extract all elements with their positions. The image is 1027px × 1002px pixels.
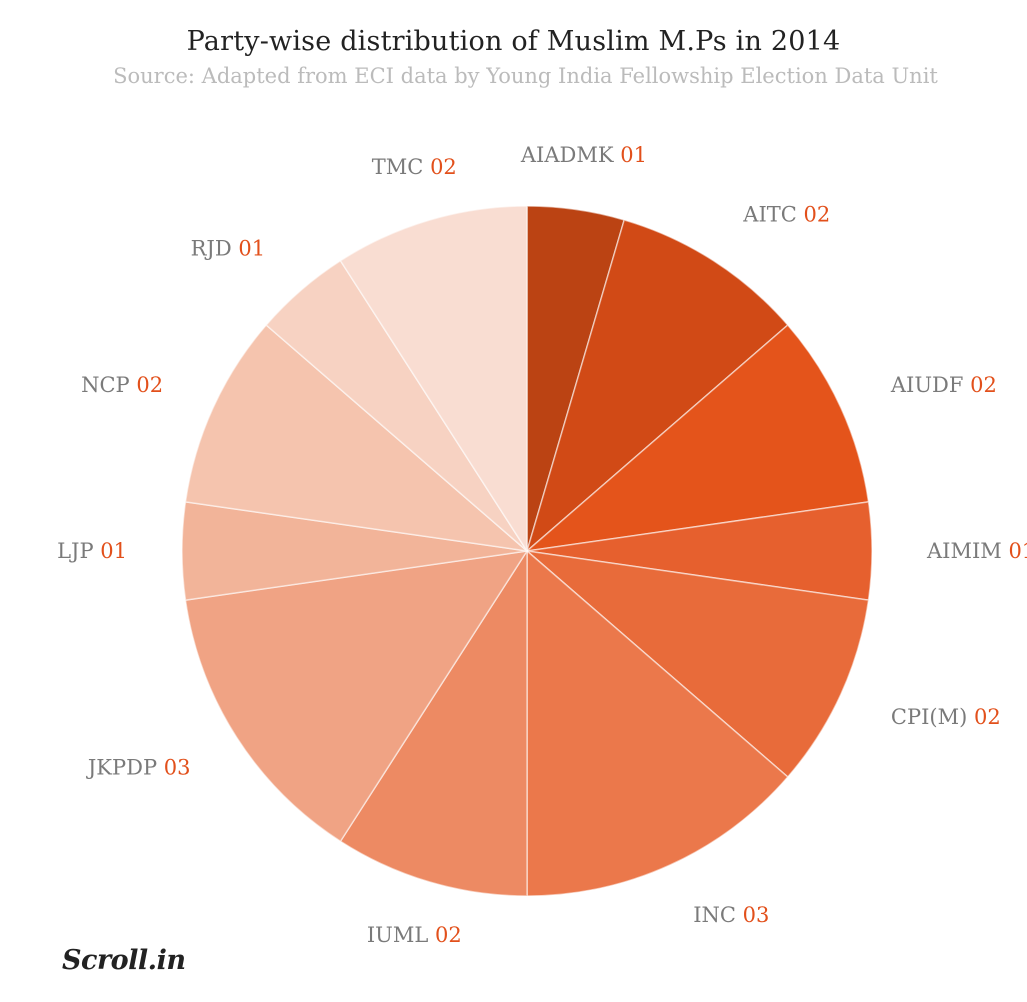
chart-subtitle: Source: Adapted from ECI data by Young I… (113, 64, 938, 88)
slice-label-value: 01 (1008, 539, 1027, 563)
slice-label-aiudf: AIUDF 02 (890, 373, 997, 397)
slice-label-name: CPI(M) (891, 705, 974, 729)
slice-label-value: 01 (620, 143, 647, 167)
slice-label-name: AIADMK (520, 143, 620, 167)
slice-label-inc: INC 03 (693, 903, 769, 927)
slice-label-value: 02 (970, 373, 997, 397)
slice-label-value: 02 (430, 155, 457, 179)
slice-label-cpi-m: CPI(M) 02 (891, 705, 1001, 729)
slice-label-value: 03 (164, 755, 191, 779)
slice-label-ncp: NCP 02 (81, 373, 163, 397)
slice-label-value: 01 (238, 237, 265, 261)
slice-label-name: AIUDF (890, 373, 970, 397)
slice-label-name: JKPDP (86, 755, 164, 779)
chart-title: Party-wise distribution of Muslim M.Ps i… (186, 26, 841, 57)
pie-slice-cpi-m[interactable] (524, 549, 870, 778)
slice-label-aimim: AIMIM 01 (926, 539, 1027, 563)
slice-label-value: 02 (974, 705, 1001, 729)
scroll-in-logo: Scroll.in (62, 945, 186, 976)
pie-slice-aitc[interactable] (525, 219, 789, 554)
slice-label-name: IUML (367, 923, 435, 947)
slice-label-value: 02 (435, 923, 462, 947)
pie-slice-jkpdp[interactable] (184, 550, 529, 843)
slice-label-rjd: RJD 01 (191, 237, 265, 261)
slice-label-ljp: LJP 01 (57, 539, 127, 563)
slice-label-value: 03 (743, 903, 770, 927)
pie-slice-tmc[interactable] (339, 205, 528, 554)
pie-slice-aiudf[interactable] (524, 324, 870, 553)
slice-label-name: INC (693, 903, 742, 927)
slice-label-name: AIMIM (926, 539, 1008, 563)
slice-label-value: 01 (100, 539, 127, 563)
pie-slice-inc[interactable] (526, 549, 789, 897)
slice-label-value: 02 (804, 203, 831, 227)
slice-label-name: TMC (372, 155, 430, 179)
pie-slice-ncp[interactable] (184, 324, 530, 553)
slice-label-name: RJD (191, 237, 239, 261)
slice-label-jkpdp: JKPDP 03 (86, 755, 191, 779)
slice-label-value: 02 (136, 373, 163, 397)
slice-label-name: AITC (742, 203, 803, 227)
slice-label-aiadmk: AIADMK 01 (520, 143, 647, 167)
slice-label-name: NCP (81, 373, 136, 397)
slice-label-aitc: AITC 02 (742, 203, 830, 227)
slice-label-iuml: IUML 02 (367, 923, 462, 947)
slice-label-name: LJP (57, 539, 100, 563)
pie-slice-iuml[interactable] (339, 548, 528, 897)
slice-label-tmc: TMC 02 (372, 155, 457, 179)
